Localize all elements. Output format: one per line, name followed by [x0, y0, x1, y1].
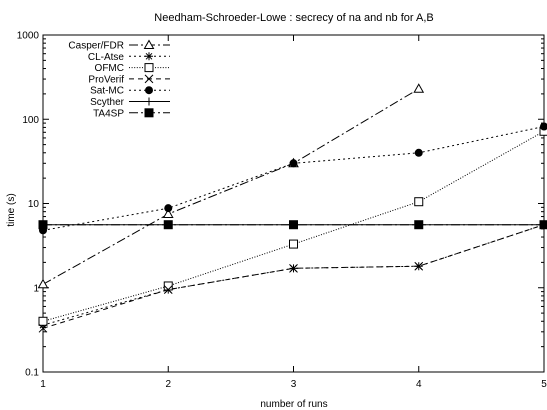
legend-label: TA4SP — [93, 108, 124, 119]
legend-marker — [143, 39, 155, 49]
legend-label: Sat-MC — [90, 86, 124, 97]
data-point — [289, 263, 298, 273]
legend-label: Scyther — [90, 97, 125, 108]
x-axis: 1 2 3 4 5 — [40, 35, 547, 390]
legend-item: TA4SP — [93, 108, 170, 119]
data-point — [413, 83, 425, 93]
x-tick-label: 2 — [165, 379, 171, 390]
data-point — [540, 122, 547, 131]
legend-marker — [144, 63, 154, 73]
data-point — [163, 285, 173, 294]
legend-label: OFMC — [95, 63, 124, 74]
series-line — [42, 224, 545, 329]
legend-label: Casper/FDR — [68, 41, 124, 52]
x-tick-label: 4 — [416, 379, 422, 390]
y-tick-label: 10 — [28, 199, 40, 210]
y-tick-label: 1 — [33, 283, 39, 294]
series-cl-atse — [39, 220, 547, 330]
data-point — [539, 220, 547, 230]
y-axis-label: time (s) — [6, 193, 17, 226]
legend-item: OFMC — [95, 63, 170, 74]
series-line — [42, 88, 420, 285]
chart-title: Needham-Schroeder-Lowe : secrecy of na a… — [154, 12, 433, 24]
series-ofmc — [38, 126, 547, 326]
series-proverif — [38, 220, 547, 333]
y-tick-label: 0.1 — [25, 368, 39, 379]
series-line — [42, 130, 545, 322]
data-point — [37, 278, 49, 289]
legend-item: Casper/FDR — [68, 39, 170, 52]
legend: Casper/FDRCL-AtseOFMCProVerifSat-MCScyth… — [68, 39, 170, 119]
legend-item: Scyther — [90, 97, 170, 108]
data-point — [289, 239, 298, 249]
data-point — [164, 204, 173, 213]
data-point — [162, 208, 174, 219]
legend-item: Sat-MC — [90, 86, 170, 97]
data-point — [38, 220, 48, 230]
legend-item: CL-Atse — [88, 52, 170, 63]
y-tick-label: 100 — [22, 115, 39, 126]
data-point — [38, 316, 48, 326]
data-point — [38, 323, 48, 333]
x-tick-label: 1 — [40, 379, 46, 390]
y-axis: 0.1 1 10 100 1000 — [17, 31, 544, 379]
data-point — [414, 261, 424, 271]
series-sat-mc — [39, 122, 547, 235]
legend-item: ProVerif — [88, 74, 170, 85]
y-tick-label: 1000 — [17, 31, 40, 42]
series-layer — [37, 83, 547, 333]
legend-marker — [144, 74, 154, 84]
legend-marker — [145, 86, 153, 95]
legend-marker — [145, 52, 153, 61]
data-point — [163, 220, 173, 230]
legend-marker — [144, 108, 154, 118]
data-point — [414, 220, 424, 230]
data-point — [414, 197, 424, 207]
data-point — [414, 148, 423, 157]
data-point — [289, 220, 298, 230]
series-line — [42, 126, 545, 231]
x-tick-label: 3 — [291, 379, 297, 390]
series-ta4sp — [38, 220, 547, 230]
x-tick-label: 5 — [541, 379, 547, 390]
data-point — [163, 281, 173, 291]
legend-label: CL-Atse — [88, 52, 125, 63]
legend-label: ProVerif — [88, 74, 124, 85]
x-axis-label: number of runs — [260, 399, 327, 410]
legend-marker — [145, 97, 153, 106]
data-point — [289, 159, 298, 168]
